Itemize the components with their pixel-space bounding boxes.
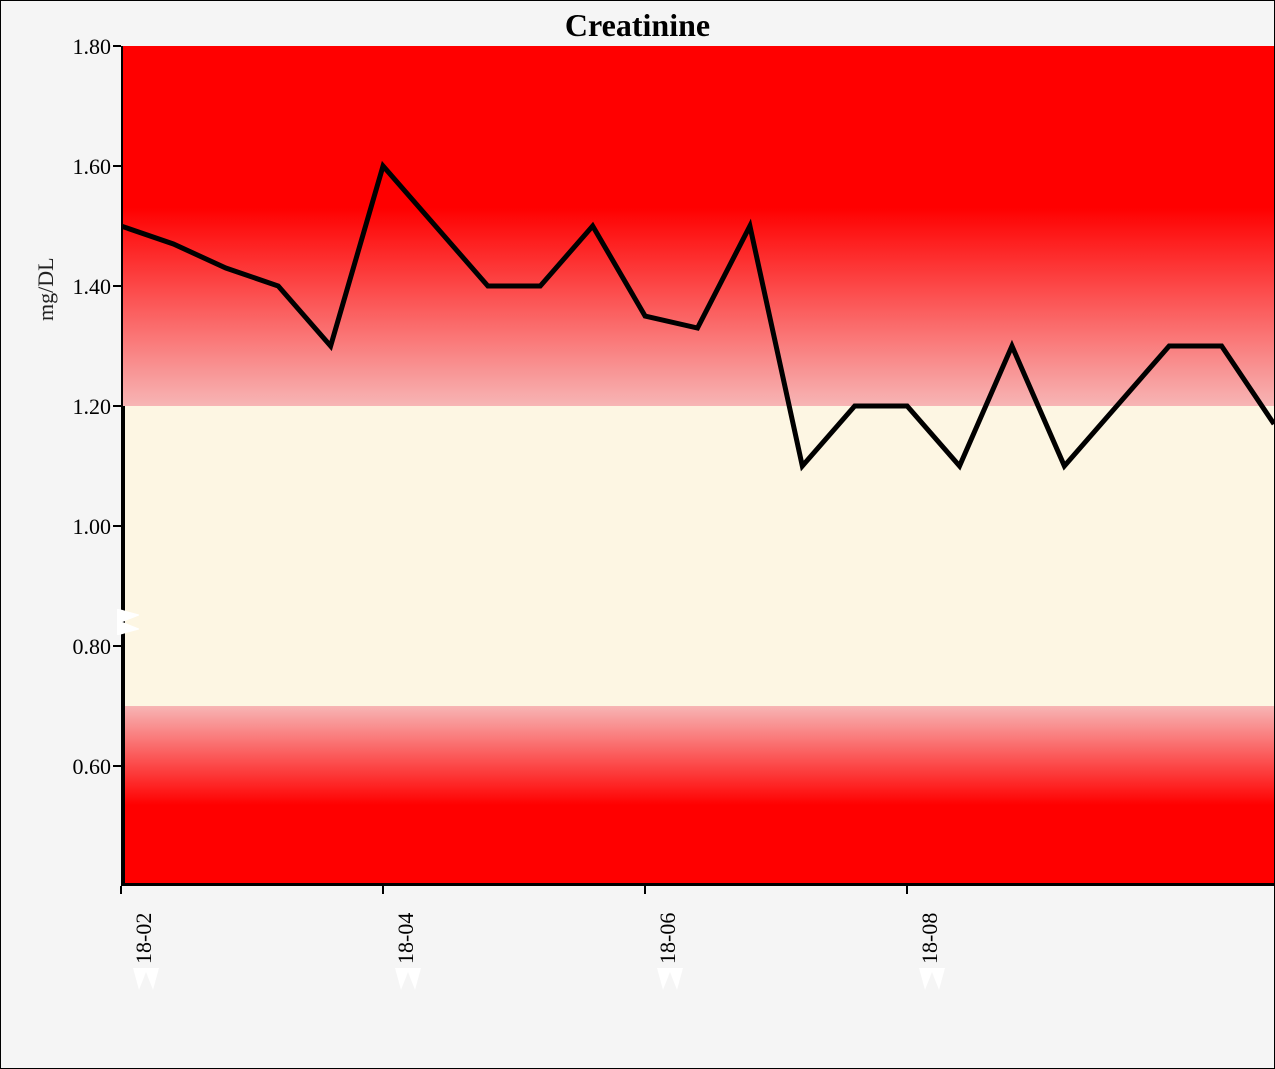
x-tick-mark [906, 886, 908, 894]
y-tick-mark [113, 525, 121, 527]
axis-tear-icon [133, 968, 155, 994]
x-tick-label: 18-04 [393, 913, 419, 964]
x-tick-mark [644, 886, 646, 894]
x-tick-mark [382, 886, 384, 894]
y-tick-mark [113, 765, 121, 767]
x-tick-label: 18-02 [131, 913, 157, 964]
axis-tear-icon [919, 968, 941, 994]
y-tick-label: 1.60 [61, 154, 111, 180]
axis-tear-icon [657, 968, 679, 994]
plot-svg [121, 46, 1274, 886]
y-tick-label: 0.60 [61, 754, 111, 780]
y-tick-label: 1.40 [61, 274, 111, 300]
x-tick-label: 18-06 [655, 913, 681, 964]
y-tick-label: 0.80 [61, 634, 111, 660]
y-tick-mark [113, 645, 121, 647]
axis-tear-icon [395, 968, 417, 994]
y-tick-label: 1.80 [61, 34, 111, 60]
y-tick-mark [113, 285, 121, 287]
x-tick-label: 18-08 [917, 913, 943, 964]
y-tick-label: 1.20 [61, 394, 111, 420]
y-tick-label: 1.00 [61, 514, 111, 540]
chart-container: Creatinine mg/DL 0.60 0.80 1.00 1.20 1.40 1.6… [0, 0, 1275, 1069]
y-tick-mark [113, 45, 121, 47]
y-axis-label: mg/DL [33, 257, 59, 321]
chart-title: Creatinine [1, 7, 1274, 44]
y-tick-mark [113, 165, 121, 167]
plot-area [121, 46, 1274, 886]
y-tick-mark [113, 405, 121, 407]
x-tick-mark [120, 886, 122, 894]
